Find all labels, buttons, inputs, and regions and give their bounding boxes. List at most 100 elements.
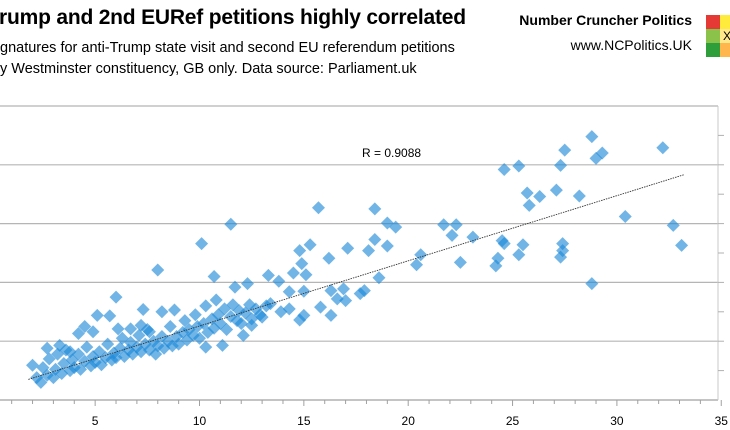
data-point — [445, 228, 459, 242]
x-tick-label: 30 — [610, 414, 624, 428]
data-point — [410, 258, 424, 272]
data-point — [572, 189, 586, 203]
data-point — [303, 238, 317, 252]
data-point — [241, 277, 255, 291]
data-point — [40, 341, 54, 355]
data-point — [282, 285, 296, 299]
data-point — [522, 198, 536, 212]
data-point — [556, 237, 570, 251]
data-point — [466, 230, 480, 244]
chart-title: rump and 2nd EURef petitions highly corr… — [0, 6, 466, 29]
data-point — [339, 294, 353, 308]
data-point — [220, 322, 234, 336]
logo-square — [706, 43, 720, 57]
data-point — [59, 343, 73, 357]
data-point — [124, 322, 138, 336]
data-point — [71, 327, 85, 341]
logo-square — [706, 15, 720, 29]
data-point — [272, 274, 286, 288]
data-point — [372, 271, 386, 285]
data-point — [362, 244, 376, 258]
data-point — [549, 183, 563, 197]
data-point — [299, 268, 313, 282]
data-point — [109, 351, 123, 365]
data-point — [42, 352, 56, 366]
data-point — [554, 158, 568, 172]
data-point — [449, 218, 463, 232]
data-point — [209, 293, 223, 307]
data-point — [215, 338, 229, 352]
data-point — [228, 280, 242, 294]
data-point — [353, 287, 367, 301]
data-point — [259, 299, 273, 313]
chart-subtitle-line1: gnatures for anti-Trump state visit and … — [0, 40, 455, 56]
data-point — [341, 241, 355, 255]
data-point — [489, 259, 503, 273]
logo-square — [720, 15, 730, 29]
data-point — [163, 320, 177, 333]
data-point — [675, 238, 689, 252]
data-point — [136, 302, 150, 316]
brand-name: Number Cruncher Politics — [519, 12, 692, 28]
data-point — [207, 270, 221, 284]
data-point — [324, 308, 338, 322]
data-point — [261, 268, 275, 282]
data-point — [322, 251, 336, 265]
data-point — [274, 305, 288, 319]
data-point — [78, 320, 92, 333]
data-point — [101, 337, 115, 351]
data-point — [199, 299, 213, 313]
data-point — [380, 239, 394, 253]
data-point — [195, 237, 209, 251]
data-point — [253, 308, 267, 322]
data-point — [368, 202, 382, 216]
data-point — [589, 151, 603, 165]
data-point — [286, 266, 300, 280]
data-point — [193, 331, 206, 345]
x-tick-label: 10 — [193, 414, 207, 428]
data-point — [666, 218, 680, 232]
x-tick-label: 5 — [92, 414, 99, 428]
data-point — [497, 237, 511, 251]
data-point — [520, 186, 534, 200]
data-point — [151, 263, 165, 277]
logo-square — [720, 43, 730, 57]
data-point — [297, 308, 311, 322]
brand-url: www.NCPolitics.UK — [570, 37, 692, 53]
data-point — [71, 347, 85, 361]
data-point — [618, 210, 632, 224]
chart-subtitle-line2: y Westminster constituency, GB only. Dat… — [0, 61, 417, 77]
data-point — [199, 340, 213, 354]
data-point — [330, 292, 344, 306]
data-point — [497, 163, 511, 177]
x-tick-label: 20 — [402, 414, 416, 428]
data-point — [554, 250, 568, 264]
data-point — [297, 284, 311, 298]
logo-square: X — [720, 29, 730, 43]
data-point — [656, 141, 670, 155]
data-point — [243, 298, 257, 312]
data-point — [585, 130, 599, 144]
x-tick-label: 25 — [506, 414, 520, 428]
data-point — [533, 190, 547, 204]
data-point — [556, 244, 570, 258]
data-point — [337, 282, 351, 296]
data-point — [236, 328, 250, 342]
data-point — [111, 322, 125, 336]
data-point — [585, 277, 599, 291]
trendline — [28, 174, 684, 380]
logo-square — [706, 29, 720, 43]
data-point — [115, 331, 129, 345]
data-point — [26, 358, 40, 372]
data-point — [34, 375, 48, 389]
correlation-annotation: R = 0.9088 — [362, 146, 421, 160]
data-point — [516, 238, 530, 252]
data-point — [90, 308, 104, 322]
data-point — [453, 255, 467, 269]
data-point — [512, 248, 526, 262]
data-point — [311, 201, 325, 215]
data-point — [314, 300, 328, 314]
data-point — [140, 322, 154, 336]
data-point — [224, 217, 238, 231]
